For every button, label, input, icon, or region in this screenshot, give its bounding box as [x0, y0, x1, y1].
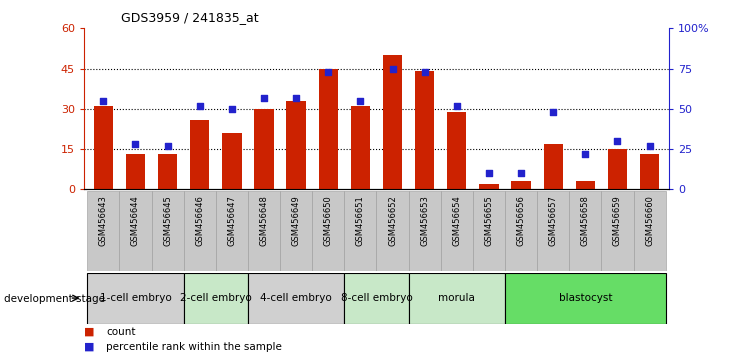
Bar: [344, 191, 376, 271]
Bar: [640, 154, 659, 189]
Text: GSM456660: GSM456660: [645, 195, 654, 246]
Text: 8-cell embryo: 8-cell embryo: [341, 293, 412, 303]
Text: GSM456647: GSM456647: [227, 195, 236, 246]
Text: 1-cell embryo: 1-cell embryo: [99, 293, 171, 303]
Bar: [248, 273, 344, 324]
Point: [226, 106, 238, 112]
Text: count: count: [106, 327, 135, 337]
Bar: [602, 191, 634, 271]
Bar: [183, 191, 216, 271]
Bar: [351, 106, 370, 189]
Text: GSM456646: GSM456646: [195, 195, 204, 246]
Bar: [94, 106, 113, 189]
Text: GDS3959 / 241835_at: GDS3959 / 241835_at: [121, 11, 258, 24]
Text: GSM456645: GSM456645: [163, 195, 172, 246]
Bar: [544, 144, 563, 189]
Point: [322, 69, 334, 75]
Text: 4-cell embryo: 4-cell embryo: [260, 293, 332, 303]
Point: [612, 138, 624, 144]
Bar: [607, 149, 627, 189]
Text: GSM456657: GSM456657: [549, 195, 558, 246]
Bar: [183, 273, 248, 324]
Bar: [505, 273, 666, 324]
Bar: [409, 191, 441, 271]
Point: [419, 69, 431, 75]
Text: GSM456643: GSM456643: [99, 195, 108, 246]
Bar: [512, 181, 531, 189]
Bar: [383, 55, 402, 189]
Point: [548, 109, 559, 115]
Bar: [473, 191, 505, 271]
Text: GSM456655: GSM456655: [485, 195, 493, 246]
Text: GSM456651: GSM456651: [356, 195, 365, 246]
Bar: [537, 191, 569, 271]
Text: GSM456650: GSM456650: [324, 195, 333, 246]
Bar: [376, 191, 409, 271]
Bar: [87, 191, 119, 271]
Point: [97, 98, 109, 104]
Text: GSM456648: GSM456648: [260, 195, 268, 246]
Bar: [447, 112, 466, 189]
Text: GSM456658: GSM456658: [581, 195, 590, 246]
Point: [194, 103, 205, 108]
Text: percentile rank within the sample: percentile rank within the sample: [106, 342, 282, 352]
Bar: [441, 191, 473, 271]
Point: [355, 98, 366, 104]
Bar: [576, 181, 595, 189]
Point: [129, 142, 141, 147]
Bar: [409, 273, 505, 324]
Text: GSM456649: GSM456649: [292, 195, 300, 246]
Text: GSM456652: GSM456652: [388, 195, 397, 246]
Bar: [158, 154, 177, 189]
Text: ■: ■: [84, 342, 94, 352]
Bar: [248, 191, 280, 271]
Bar: [312, 191, 344, 271]
Text: GSM456659: GSM456659: [613, 195, 622, 246]
Text: development stage: development stage: [4, 294, 105, 304]
Text: ■: ■: [84, 327, 94, 337]
Point: [515, 170, 527, 176]
Bar: [87, 273, 183, 324]
Point: [387, 66, 398, 72]
Bar: [151, 191, 183, 271]
Text: GSM456656: GSM456656: [517, 195, 526, 246]
Point: [162, 143, 173, 149]
Bar: [569, 191, 602, 271]
Point: [580, 151, 591, 157]
Text: GSM456653: GSM456653: [420, 195, 429, 246]
Bar: [344, 273, 409, 324]
Bar: [126, 154, 145, 189]
Bar: [190, 120, 209, 189]
Bar: [319, 69, 338, 189]
Bar: [254, 109, 273, 189]
Point: [451, 103, 463, 108]
Text: morula: morula: [439, 293, 475, 303]
Bar: [216, 191, 248, 271]
Bar: [480, 184, 499, 189]
Point: [258, 95, 270, 101]
Bar: [415, 71, 434, 189]
Bar: [280, 191, 312, 271]
Bar: [119, 191, 151, 271]
Bar: [505, 191, 537, 271]
Point: [644, 143, 656, 149]
Point: [290, 95, 302, 101]
Bar: [222, 133, 241, 189]
Text: blastocyst: blastocyst: [558, 293, 612, 303]
Bar: [287, 101, 306, 189]
Text: GSM456654: GSM456654: [452, 195, 461, 246]
Bar: [634, 191, 666, 271]
Point: [483, 170, 495, 176]
Text: GSM456644: GSM456644: [131, 195, 140, 246]
Text: 2-cell embryo: 2-cell embryo: [180, 293, 251, 303]
